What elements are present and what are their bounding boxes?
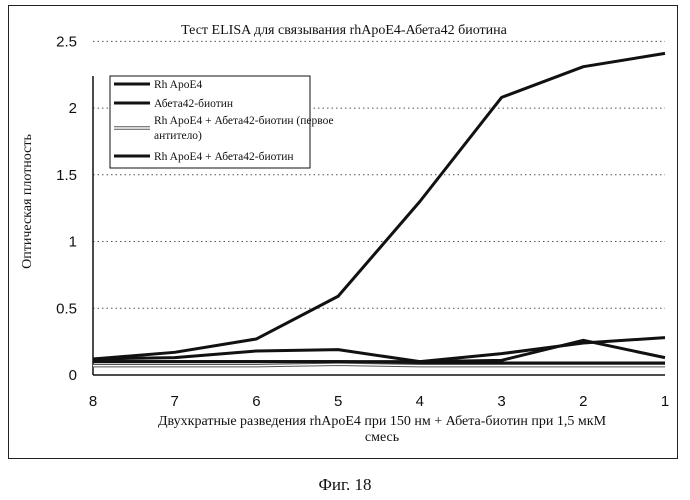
x-tick-label: 2 [579, 393, 587, 410]
x-tick-label: 4 [416, 393, 424, 410]
y-axis-label: Оптическая плотность [20, 134, 35, 269]
chart: Тест ELISA для связывания rhApoE4-Абета4… [9, 6, 679, 460]
y-tick-label: 2 [69, 100, 77, 117]
x-tick-label: 8 [89, 393, 97, 410]
legend-label: Rh ApoE4 [154, 79, 202, 91]
x-tick-label: 6 [252, 393, 260, 410]
y-tick-label: 0.5 [56, 300, 77, 317]
legend-label: Абета42-биотин [154, 98, 233, 110]
legend-label: Rh ApoE4 + Абета42-биотин [154, 151, 294, 163]
legend-label: Rh ApoE4 + Абета42-биотин (первое [154, 115, 334, 127]
legend-label: антитело) [154, 130, 202, 142]
y-tick-label: 2.5 [56, 33, 77, 50]
x-tick-label: 7 [171, 393, 179, 410]
chart-title: Тест ELISA для связывания rhApoE4-Абета4… [181, 23, 508, 38]
x-tick-label: 1 [661, 393, 669, 410]
x-axis-label: смесь [365, 430, 399, 445]
x-axis-label: Двухкратные разведения rhApoE4 при 150 н… [158, 414, 607, 429]
figure-caption: Фиг. 18 [0, 475, 690, 495]
x-tick-label: 5 [334, 393, 342, 410]
x-tick-label: 3 [497, 393, 505, 410]
chart-frame: Тест ELISA для связывания rhApoE4-Абета4… [8, 5, 678, 459]
y-tick-label: 1.5 [56, 167, 77, 184]
y-tick-label: 1 [69, 234, 77, 251]
y-tick-label: 0 [69, 367, 77, 384]
